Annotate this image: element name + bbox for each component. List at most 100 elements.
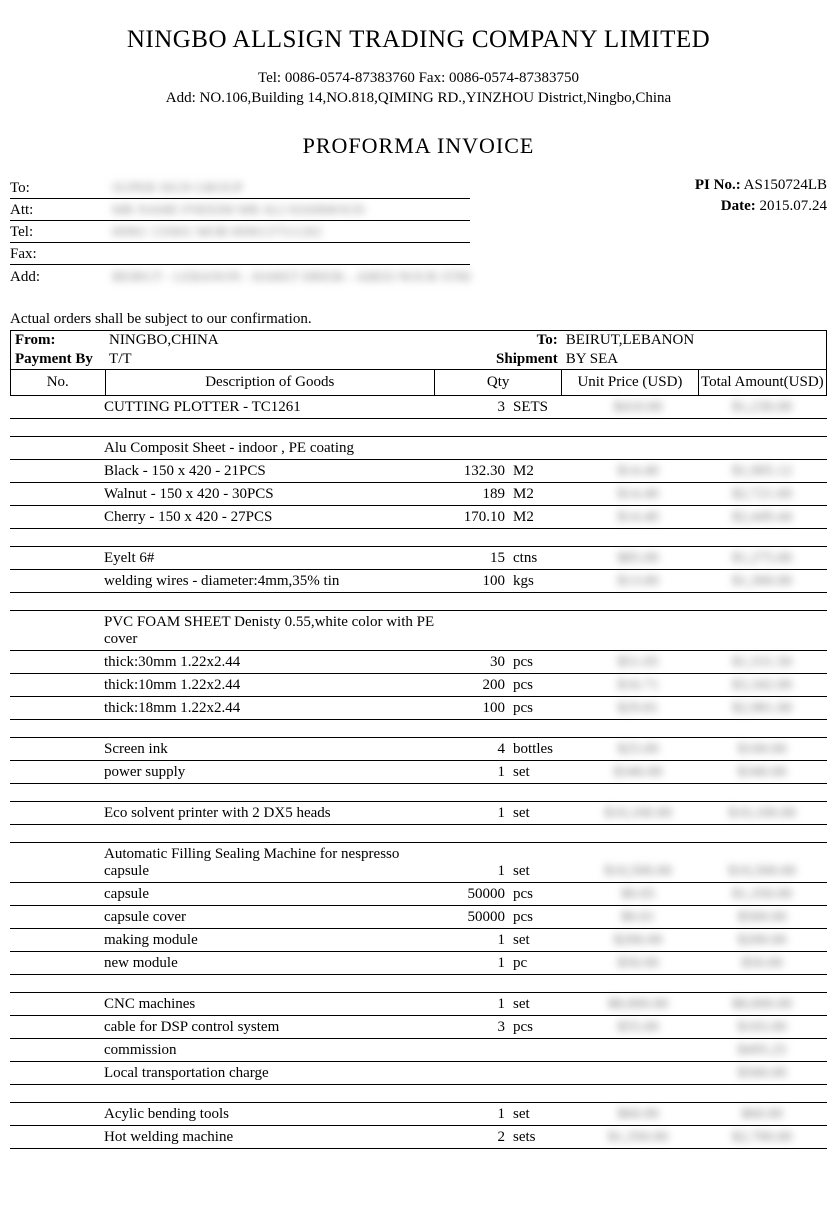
cell-desc: Screen ink [100, 737, 449, 760]
add-label: Add: [10, 269, 110, 286]
cell-price: $51.05 [579, 650, 697, 673]
cell-total: $1,905.12 [697, 459, 827, 482]
table-row: CNC machines1set$8,000.00$8,000.00 [10, 992, 827, 1015]
payment-value: T/T [105, 350, 435, 370]
col-unit: Unit Price (USD) [562, 369, 698, 395]
cell-total: $3,342.00 [697, 673, 827, 696]
company-address: Add: NO.106,Building 14,NO.818,QIMING RD… [10, 88, 827, 108]
cell-qty: 170.10 [449, 505, 509, 528]
cell-total: $8,000.00 [697, 992, 827, 1015]
cell-total: $495.25 [697, 1038, 827, 1061]
table-row: capsule cover50000pcs$0.01$500.00 [10, 905, 827, 928]
att-value: MR NAME FNEEIM MR ALI HAMMOUD [110, 203, 470, 219]
cell-unit: pcs [509, 905, 579, 928]
cell-total [697, 436, 827, 459]
document-title: PROFORMA INVOICE [10, 133, 827, 159]
cell-no [10, 482, 100, 505]
cell-qty: 132.30 [449, 459, 509, 482]
cell-qty: 3 [449, 1015, 509, 1038]
tel-label: Tel: [10, 224, 110, 241]
shipment-label: Shipment [435, 350, 562, 370]
table-row: Screen ink4bottles$25.00$100.00 [10, 737, 827, 760]
add-value: BEIRUT - LEBANON - HARET HREIK - ABED NO… [110, 270, 470, 286]
cell-unit: pcs [509, 673, 579, 696]
cell-total: $2,721.60 [697, 482, 827, 505]
table-row: Cherry - 150 x 420 - 27PCS170.10M2$14.40… [10, 505, 827, 528]
cell-qty [449, 610, 509, 650]
table-row: Automatic Filling Sealing Machine for ne… [10, 842, 827, 882]
table-row: Hot welding machine2sets$1,350.00$2,700.… [10, 1125, 827, 1148]
cell-desc: Acylic bending tools [100, 1102, 449, 1125]
cell-total: $340.00 [697, 760, 827, 783]
from-label: From: [11, 330, 106, 350]
cell-price: $10,500.00 [579, 842, 697, 882]
cell-price: $29.81 [579, 696, 697, 719]
cell-qty: 2 [449, 1125, 509, 1148]
table-row: thick:30mm 1.22x2.4430pcs$51.05$1,531.50 [10, 650, 827, 673]
cell-price: $14.40 [579, 459, 697, 482]
company-name: NINGBO ALLSIGN TRADING COMPANY LIMITED [10, 26, 827, 54]
cell-no [10, 1125, 100, 1148]
cell-total: $500.00 [697, 1061, 827, 1084]
cell-unit: set [509, 842, 579, 882]
cell-price: $10,100.00 [579, 801, 697, 824]
cell-no [10, 459, 100, 482]
cell-desc: Automatic Filling Sealing Machine for ne… [100, 842, 449, 882]
gap-cell [10, 528, 827, 546]
cell-unit: set [509, 992, 579, 1015]
cell-no [10, 737, 100, 760]
cell-no [10, 569, 100, 592]
cell-unit: pcs [509, 696, 579, 719]
cell-price: $200.00 [579, 928, 697, 951]
cell-unit: pcs [509, 1015, 579, 1038]
cell-total: $2,981.00 [697, 696, 827, 719]
cell-price: $0.05 [579, 882, 697, 905]
table-row [10, 418, 827, 436]
table-row [10, 592, 827, 610]
fax-label: Fax: [10, 246, 110, 263]
cell-unit [509, 1061, 579, 1084]
cell-qty [449, 1038, 509, 1061]
cell-total: $100.00 [697, 737, 827, 760]
cell-no [10, 546, 100, 569]
col-no: No. [11, 369, 106, 395]
meta-block: PI No.: AS150724LB Date: 2015.07.24 [607, 177, 827, 287]
cell-unit: M2 [509, 482, 579, 505]
cell-qty [449, 1061, 509, 1084]
cell-unit [509, 1038, 579, 1061]
table-row: capsule50000pcs$0.05$1,350.00 [10, 882, 827, 905]
cell-total: $60.00 [697, 1102, 827, 1125]
cell-qty: 100 [449, 569, 509, 592]
cell-no [10, 650, 100, 673]
cell-price: $1,350.00 [579, 1125, 697, 1148]
table-row: Acylic bending tools1set$60.00$60.00 [10, 1102, 827, 1125]
cell-no [10, 1015, 100, 1038]
cell-no [10, 801, 100, 824]
recipient-block: To: SUPER SIGN GROUP Att: MR NAME FNEEIM… [10, 177, 470, 287]
cell-total: $2,700.00 [697, 1125, 827, 1148]
cell-total: $50.00 [697, 951, 827, 974]
cell-price: $410.00 [579, 396, 697, 419]
pi-label: PI No.: [695, 177, 741, 193]
table-row: power supply1set$340.00$340.00 [10, 760, 827, 783]
shipment-value: BY SEA [562, 350, 698, 370]
cell-desc: new module [100, 951, 449, 974]
cell-qty: 1 [449, 992, 509, 1015]
cell-no [10, 396, 100, 419]
table-row: making module1set$200.00$200.00 [10, 928, 827, 951]
cell-no [10, 882, 100, 905]
cell-qty: 1 [449, 1102, 509, 1125]
cell-total: $1,531.50 [697, 650, 827, 673]
table-row [10, 974, 827, 992]
cell-no [10, 696, 100, 719]
cell-unit: M2 [509, 505, 579, 528]
from-value: NINGBO,CHINA [105, 330, 435, 350]
cell-qty: 15 [449, 546, 509, 569]
cell-price: $16.71 [579, 673, 697, 696]
table-row: CUTTING PLOTTER - TC12613SETS$410.00$1,2… [10, 396, 827, 419]
cell-price: $50.00 [579, 951, 697, 974]
payment-label: Payment By [11, 350, 106, 370]
col-qty: Qty [435, 369, 562, 395]
cell-unit: sets [509, 1125, 579, 1148]
table-row: welding wires - diameter:4mm,35% tin100k… [10, 569, 827, 592]
